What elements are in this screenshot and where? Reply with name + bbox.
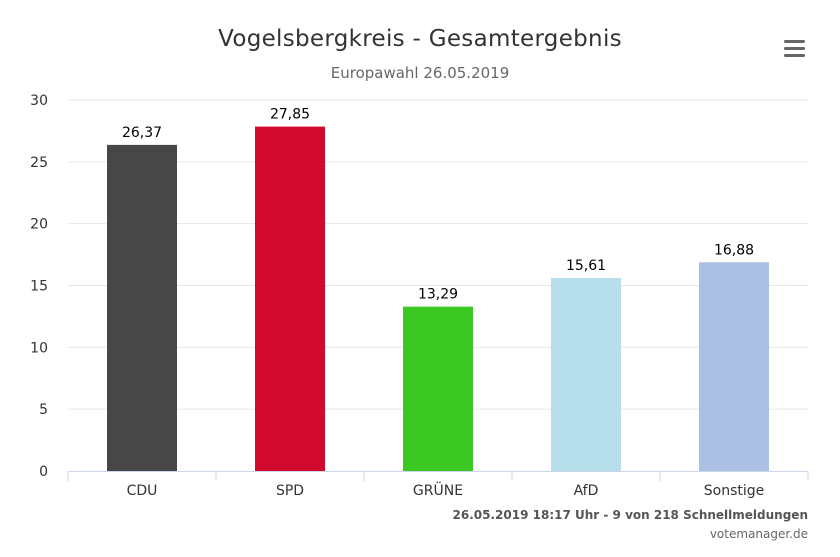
y-tick-label: 20 [30,217,48,233]
bars [107,126,769,472]
credits-timestamp: 26.05.2019 18:17 Uhr - 9 von 218 Schnell… [452,508,808,522]
context-menu-button[interactable] [782,38,808,60]
bar-spd[interactable] [255,126,325,472]
y-tick-label: 30 [30,93,48,109]
y-tick-label: 10 [30,340,48,356]
y-tick-label: 0 [39,464,48,480]
x-category-label: SPD [276,483,304,499]
bar-cdu[interactable] [107,144,177,472]
chart-title: Vogelsbergkreis - Gesamtergebnis [218,26,622,52]
x-category-label: Sonstige [704,483,765,499]
bar-afd[interactable] [551,277,621,471]
y-tick-label: 25 [30,155,48,171]
hamburger-menu-icon [784,40,805,43]
y-tick-label: 15 [30,279,48,295]
x-axis: CDU SPD GRÜNE AfD Sonstige [67,471,809,499]
data-label: 16,88 [714,242,754,258]
x-category-label: GRÜNE [413,481,463,499]
y-tick-label: 5 [39,402,48,418]
bar-grüne[interactable] [403,306,473,471]
chart-subtitle: Europawahl 26.05.2019 [330,64,510,82]
data-label: 27,85 [270,107,310,123]
y-axis-tick-labels: 0 5 10 15 20 25 30 [30,93,48,480]
data-label: 26,37 [122,125,162,141]
bar-sonstige[interactable] [699,262,769,471]
hamburger-menu-icon [784,54,805,57]
data-label: 13,29 [418,287,458,303]
x-category-label: CDU [127,483,158,499]
data-labels: 26,37 27,85 13,29 15,61 16,88 [122,107,754,303]
hamburger-menu-icon [784,47,805,50]
data-label: 15,61 [566,258,606,274]
credits-link[interactable]: votemanager.de [709,527,808,541]
x-category-label: AfD [574,483,599,499]
